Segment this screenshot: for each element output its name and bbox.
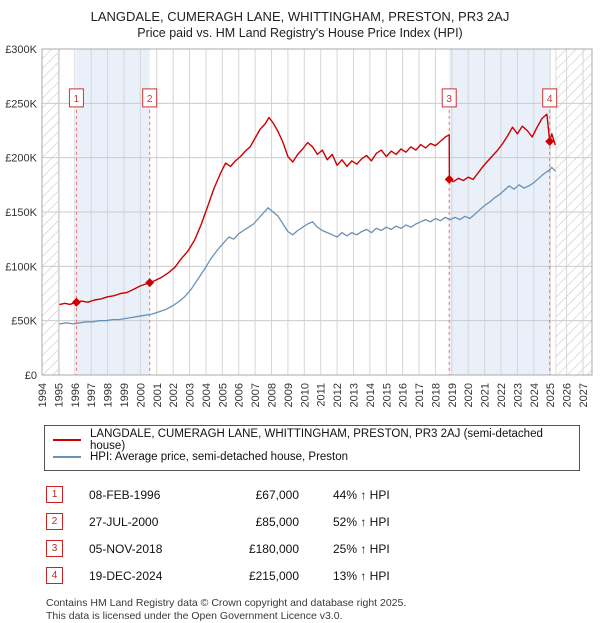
transaction-price: £180,000	[248, 541, 299, 556]
transaction-price: £85,000	[255, 514, 299, 529]
legend-swatch	[53, 438, 81, 441]
svg-text:2026: 2026	[562, 383, 574, 407]
sale-date-lines	[75, 97, 551, 375]
svg-text:£150K: £150K	[5, 207, 37, 219]
sale-number-callouts: 1 2 3 4	[68, 88, 558, 108]
svg-text:1998: 1998	[103, 383, 115, 407]
transaction-number-badge: 1	[46, 486, 63, 503]
transaction-row: 2 27-JUL-2000 £85,000 52% ↑ HPI	[46, 508, 600, 535]
transaction-date: 05-NOV-2018	[89, 541, 163, 556]
transaction-hpi-delta: 13% ↑ HPI	[333, 568, 390, 583]
svg-text:2009: 2009	[283, 383, 295, 407]
svg-text:£50K: £50K	[11, 316, 37, 328]
legend-label-hpi: HPI: Average price, semi-detached house,…	[90, 450, 349, 463]
svg-text:2025: 2025	[545, 383, 557, 407]
transaction-date: 08-FEB-1996	[89, 487, 161, 502]
transaction-price: £215,000	[248, 568, 299, 583]
svg-text:£200K: £200K	[5, 153, 37, 165]
transaction-hpi-delta: 25% ↑ HPI	[333, 541, 390, 556]
svg-text:1997: 1997	[86, 383, 98, 407]
chart-legend: LANGDALE, CUMERAGH LANE, WHITTINGHAM, PR…	[44, 425, 580, 471]
legend-row-property: LANGDALE, CUMERAGH LANE, WHITTINGHAM, PR…	[53, 428, 571, 452]
svg-text:2022: 2022	[496, 383, 508, 407]
svg-text:£300K: £300K	[5, 44, 37, 56]
transaction-date: 19-DEC-2024	[89, 568, 163, 583]
svg-text:1999: 1999	[119, 383, 131, 407]
svg-text:2023: 2023	[512, 383, 524, 407]
svg-text:2000: 2000	[135, 383, 147, 407]
page-subtitle: Price paid vs. HM Land Registry's House …	[137, 26, 463, 40]
svg-text:2016: 2016	[398, 383, 410, 407]
svg-text:2003: 2003	[185, 383, 197, 407]
svg-text:2021: 2021	[480, 383, 492, 407]
svg-text:2017: 2017	[414, 383, 426, 407]
transaction-date: 27-JUL-2000	[89, 514, 159, 529]
transaction-number-badge: 3	[46, 540, 63, 557]
svg-text:2018: 2018	[430, 383, 442, 407]
page-title: LANGDALE, CUMERAGH LANE, WHITTINGHAM, PR…	[90, 9, 510, 24]
svg-text:2013: 2013	[348, 383, 360, 407]
svg-text:2: 2	[147, 94, 153, 105]
svg-text:2015: 2015	[381, 383, 393, 407]
svg-text:2001: 2001	[152, 383, 164, 407]
legend-row-hpi: HPI: Average price, semi-detached house,…	[53, 448, 571, 465]
svg-text:2011: 2011	[316, 383, 328, 407]
svg-text:2024: 2024	[529, 383, 541, 407]
svg-text:3: 3	[446, 94, 452, 105]
svg-text:4: 4	[547, 94, 553, 105]
x-axis-labels: 1994 1995 1996 1997 1998 1999 2000 2001 2002 2003…	[37, 383, 590, 407]
sale-markers	[71, 136, 555, 307]
svg-text:2004: 2004	[201, 383, 213, 407]
transactions-table: 1 08-FEB-1996 £67,000 44% ↑ HPI 2 27-JUL-2000…	[46, 481, 600, 589]
legend-swatch	[53, 455, 81, 458]
transaction-row: 1 08-FEB-1996 £67,000 44% ↑ HPI	[46, 481, 600, 508]
series-lines	[59, 113, 556, 325]
svg-text:2019: 2019	[447, 383, 459, 407]
svg-text:2012: 2012	[332, 383, 344, 407]
svg-text:1996: 1996	[70, 383, 82, 407]
transaction-number-badge: 2	[46, 513, 63, 530]
transaction-price: £67,000	[255, 487, 299, 502]
svg-text:2002: 2002	[168, 383, 180, 407]
transaction-row: 4 19-DEC-2024 £215,000 13% ↑ HPI	[46, 562, 600, 589]
svg-text:1995: 1995	[53, 383, 65, 407]
legend-label-property: LANGDALE, CUMERAGH LANE, WHITTINGHAM, PR…	[90, 427, 543, 452]
transaction-number-badge: 4	[46, 567, 63, 584]
footer-line2: This data is licensed under the Open Gov…	[46, 610, 343, 622]
footer: Contains HM Land Registry data © Crown c…	[46, 597, 600, 623]
svg-text:2006: 2006	[234, 383, 246, 407]
svg-text:£100K: £100K	[5, 261, 37, 273]
svg-text:2010: 2010	[299, 383, 311, 407]
price-chart: 1 2 3 4 £0 £50K £100K £150K £200K £250K £300K 1994 1…	[0, 41, 600, 423]
svg-text:2027: 2027	[578, 383, 590, 407]
svg-text:£250K: £250K	[5, 98, 37, 110]
footer-line1: Contains HM Land Registry data © Crown c…	[46, 597, 407, 609]
svg-text:2008: 2008	[267, 383, 279, 407]
transaction-hpi-delta: 52% ↑ HPI	[333, 514, 390, 529]
svg-text:2005: 2005	[217, 383, 229, 407]
svg-text:2020: 2020	[463, 383, 475, 407]
transaction-hpi-delta: 44% ↑ HPI	[333, 487, 390, 502]
transaction-row: 3 05-NOV-2018 £180,000 25% ↑ HPI	[46, 535, 600, 562]
y-axis-labels: £0 £50K £100K £150K £200K £250K £300K	[5, 44, 37, 382]
svg-text:2007: 2007	[250, 383, 262, 407]
svg-text:£0: £0	[25, 370, 37, 382]
svg-text:1: 1	[74, 94, 80, 105]
svg-text:1994: 1994	[37, 383, 49, 407]
svg-text:2014: 2014	[365, 383, 377, 407]
